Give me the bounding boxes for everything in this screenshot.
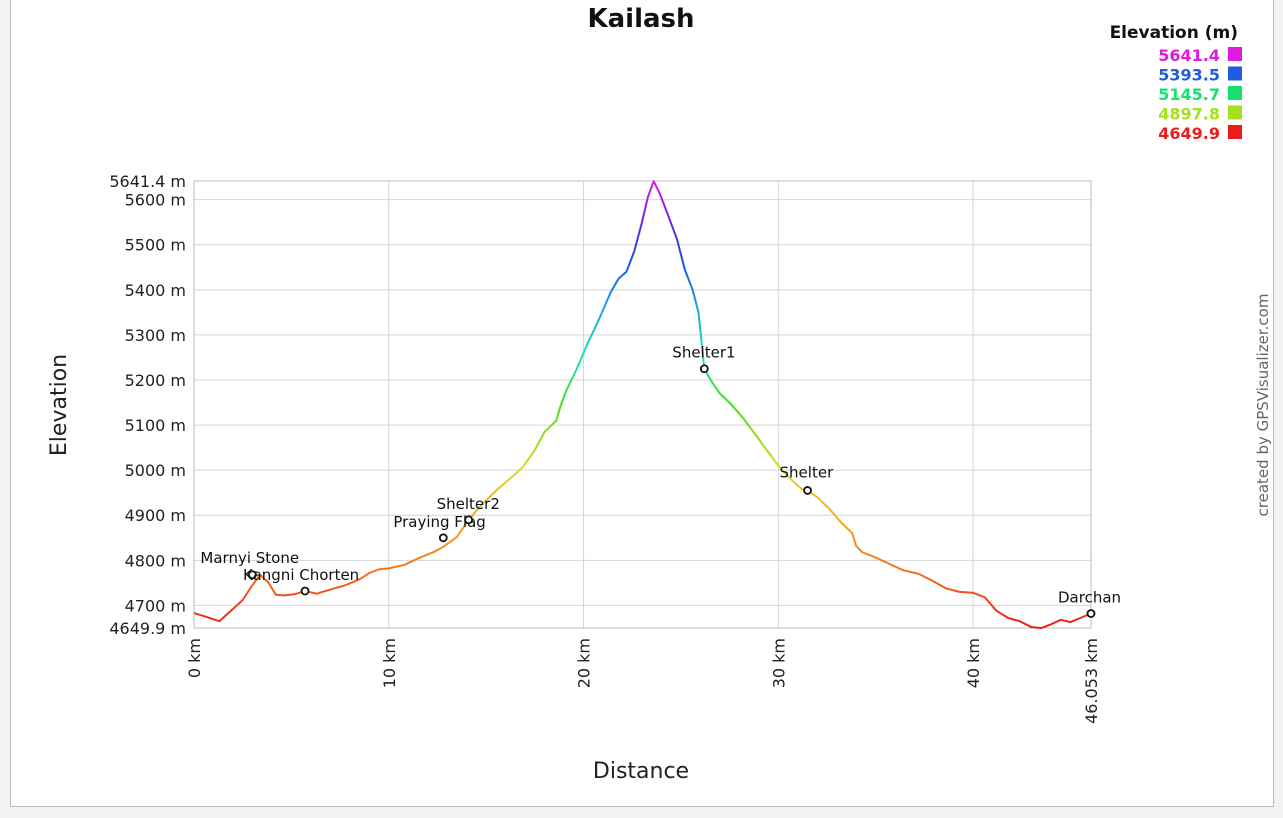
waypoint-label: Darchan <box>1058 589 1121 607</box>
x-tick-label: 46.053 km <box>1082 638 1101 724</box>
y-tick-label: 4700 m <box>125 596 186 615</box>
y-tick-label: 5500 m <box>125 236 186 255</box>
y-tick-label: 5300 m <box>125 326 186 345</box>
legend-swatch <box>1228 86 1242 100</box>
legend-entry-label: 4649.9 <box>1158 124 1220 143</box>
waypoint-marker <box>1086 609 1096 618</box>
x-axis-ticks: 0 km 10 km 20 km 30 km 40 km 46.053 km <box>185 638 1101 724</box>
y-tick-label: 5200 m <box>125 371 186 390</box>
waypoint-marker <box>464 515 474 525</box>
waypoint-marker <box>438 533 448 543</box>
x-tick-label: 0 km <box>185 638 204 678</box>
y-tick-label: 4900 m <box>125 506 186 525</box>
x-axis-label: Distance <box>593 759 689 784</box>
elevation-color-legend: Elevation (m) 5641.45393.55145.74897.846… <box>1110 23 1242 143</box>
waypoint-label: Marnyi Stone <box>200 549 299 567</box>
y-tick-label: 4649.9 m <box>109 619 186 638</box>
x-tick-label: 10 km <box>380 638 399 688</box>
legend-entry-label: 4897.8 <box>1158 105 1220 124</box>
waypoint-label: Shelter1 <box>672 344 735 362</box>
waypoint-marker <box>248 570 257 580</box>
legend-swatch <box>1228 105 1242 120</box>
waypoint-marker <box>300 586 310 596</box>
y-tick-label: 5400 m <box>125 281 186 300</box>
chart-title: Kailash <box>587 4 694 34</box>
plot-border <box>193 180 1092 629</box>
legend-entry-label: 5641.4 <box>1158 46 1220 65</box>
legend-swatch <box>1228 66 1242 81</box>
waypoint-label: Shelter <box>780 463 835 481</box>
waypoint-label: Kangni Chorten <box>243 566 359 584</box>
waypoint-marker <box>699 364 709 374</box>
y-tick-label: 5600 m <box>125 191 186 210</box>
x-tick-label: 20 km <box>575 638 594 688</box>
legend-entry-label: 5393.5 <box>1158 66 1220 85</box>
credit-text: created by GPSVisualizer.com <box>1254 294 1272 517</box>
chart-panel <box>10 0 1274 807</box>
x-tick-label: 30 km <box>769 638 788 688</box>
y-axis-ticks: 4649.9 m 4700 m 4800 m 4900 m 5000 m 5100 m 52… <box>109 172 186 638</box>
legend-swatch <box>1228 47 1242 61</box>
elevation-profile-line <box>193 180 1092 629</box>
waypoint-label: Shelter2 <box>437 495 500 513</box>
legend-entry-label: 5145.7 <box>1158 85 1220 104</box>
y-tick-label: 5641.4 m <box>109 172 186 191</box>
y-tick-label: 4800 m <box>125 551 186 570</box>
x-tick-label: 40 km <box>964 638 983 688</box>
waypoint-marker <box>803 486 812 495</box>
legend-title: Elevation (m) <box>1110 23 1238 43</box>
y-tick-label: 5000 m <box>125 461 186 480</box>
grid-lines <box>193 180 1092 629</box>
legend-swatch <box>1228 125 1242 139</box>
y-axis-label: Elevation <box>47 354 72 456</box>
waypoint-label: Praying Flag <box>393 513 486 531</box>
y-tick-label: 5100 m <box>125 416 186 435</box>
